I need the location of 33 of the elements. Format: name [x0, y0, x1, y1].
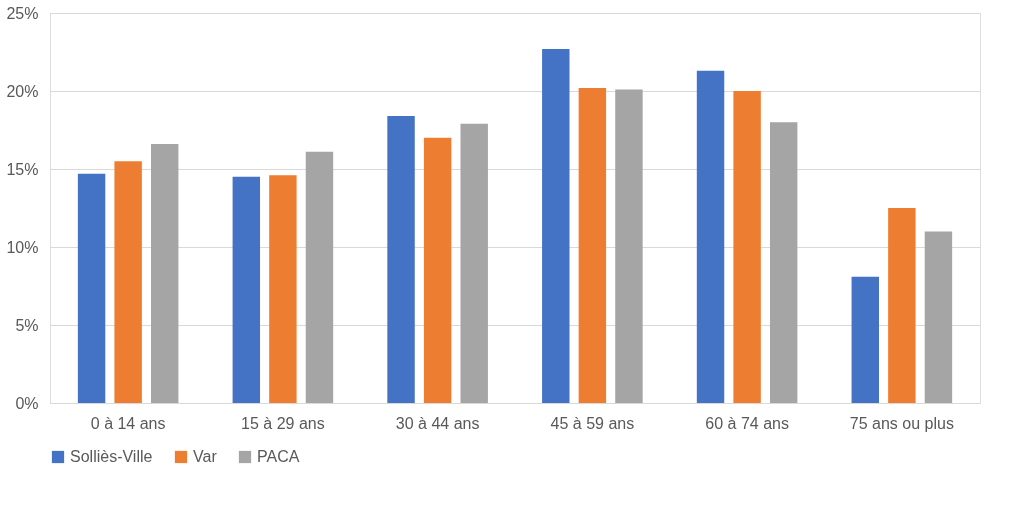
bar: [387, 115, 415, 403]
bar: [151, 144, 179, 403]
bar: [423, 137, 452, 403]
bar: [851, 276, 879, 403]
x-tick-label: 60 à 74 ans: [705, 414, 789, 432]
bar: [924, 231, 953, 403]
x-tick-label: 45 à 59 ans: [550, 414, 635, 432]
bar: [578, 87, 607, 403]
bar: [305, 151, 334, 403]
legend-label: Solliès-Ville: [70, 448, 153, 465]
bar: [542, 48, 570, 403]
bar: [696, 70, 725, 403]
bar: [888, 208, 916, 403]
y-tick-label: 25%: [6, 4, 39, 22]
bar: [232, 176, 261, 403]
legend-label: PACA: [257, 448, 300, 465]
x-tick-label: 30 à 44 ans: [395, 414, 480, 432]
bar: [615, 89, 643, 403]
x-tick-label: 15 à 29 ans: [241, 414, 325, 432]
bar: [460, 123, 488, 403]
y-tick-label: 20%: [6, 82, 39, 100]
legend-label: Var: [193, 448, 218, 465]
y-tick-label: 15%: [6, 160, 39, 178]
y-tick-label: 5%: [15, 316, 39, 334]
bar: [269, 175, 297, 403]
y-tick-label: 0%: [15, 394, 39, 412]
bar: [77, 173, 106, 403]
x-tick-label: 75 ans ou plus: [849, 414, 954, 432]
bar: [733, 91, 761, 403]
x-tick-label: 0 à 14 ans: [90, 414, 166, 432]
bar: [114, 161, 142, 403]
y-tick-label: 10%: [6, 238, 39, 256]
bar: [769, 122, 798, 403]
